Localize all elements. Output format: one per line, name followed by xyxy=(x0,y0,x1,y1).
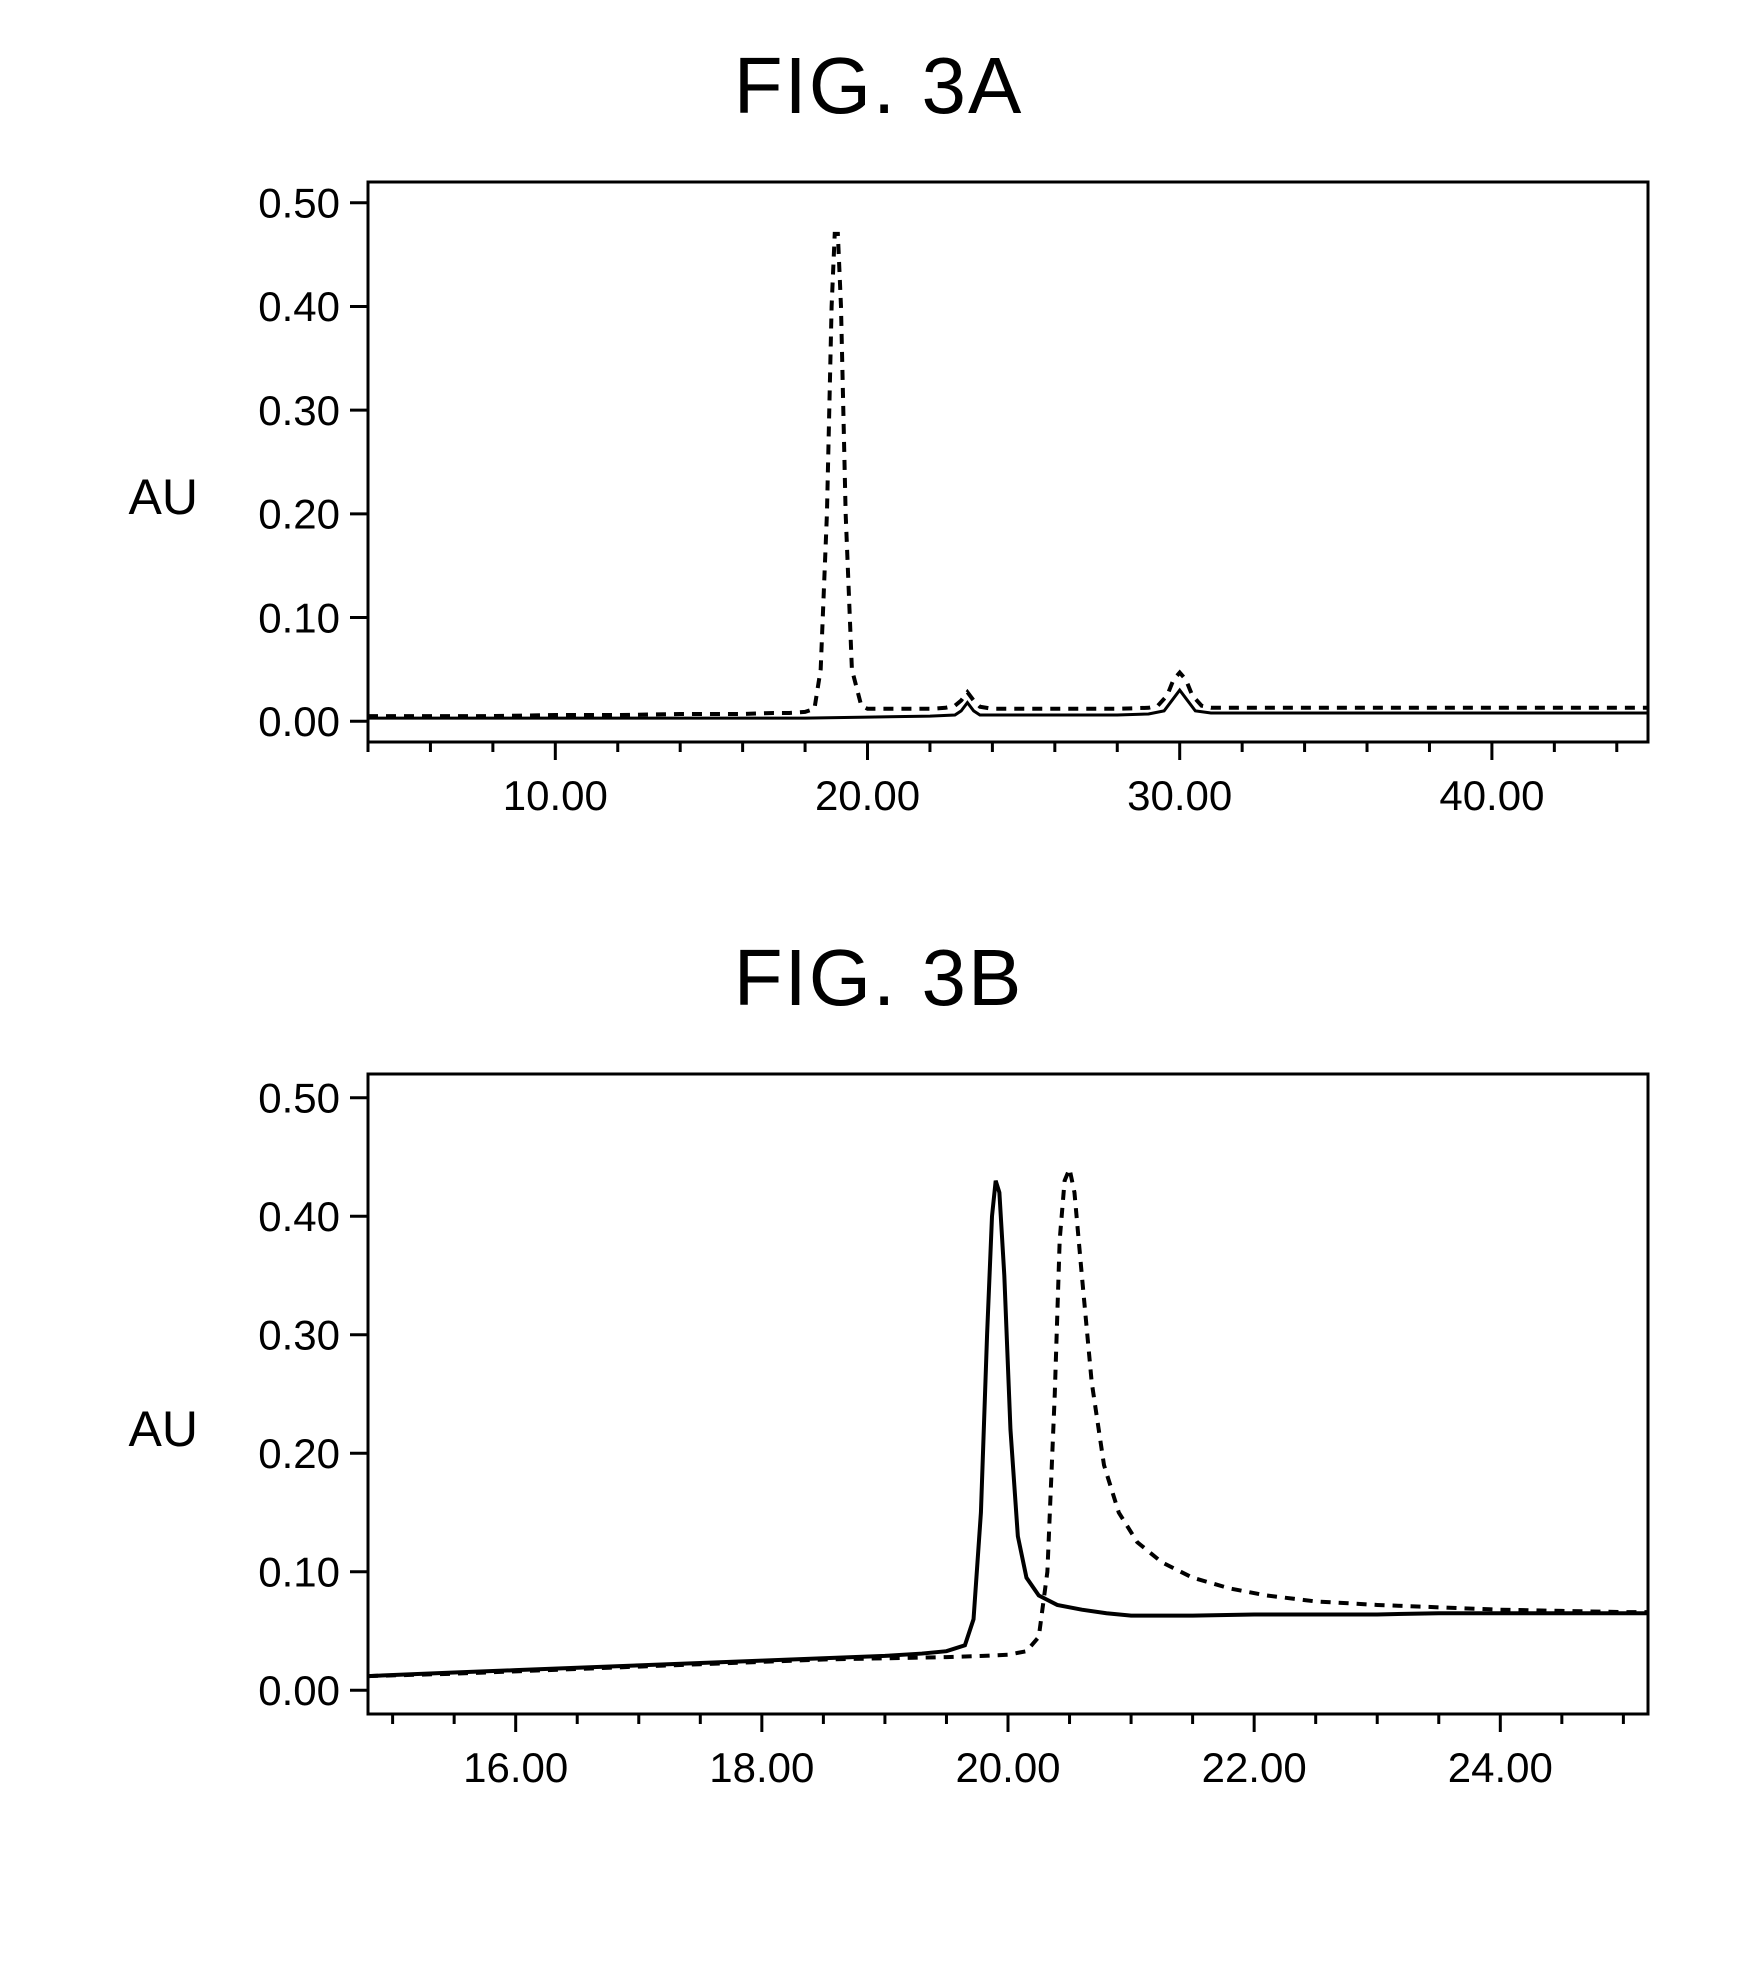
svg-text:10.00: 10.00 xyxy=(503,772,608,819)
svg-text:30.00: 30.00 xyxy=(1127,772,1232,819)
svg-text:0.30: 0.30 xyxy=(258,1311,340,1358)
svg-text:0.50: 0.50 xyxy=(258,179,340,226)
svg-text:0.00: 0.00 xyxy=(258,1667,340,1714)
svg-text:0.10: 0.10 xyxy=(258,1548,340,1595)
figure-3b-title: FIG. 3B xyxy=(129,932,1629,1024)
svg-text:40.00: 40.00 xyxy=(1439,772,1544,819)
figure-3b-ylabel: AU xyxy=(129,1400,198,1458)
svg-text:0.20: 0.20 xyxy=(258,491,340,538)
svg-text:0.30: 0.30 xyxy=(258,387,340,434)
svg-text:0.00: 0.00 xyxy=(258,698,340,745)
svg-text:0.50: 0.50 xyxy=(258,1074,340,1121)
figure-3a-title: FIG. 3A xyxy=(129,40,1629,132)
figure-3a-ylabel: AU xyxy=(129,468,198,526)
chart-svg: 0.00 0.10 0.20 0.30 0.40 0.50 10.00 20.00 30.00 4… xyxy=(208,162,1668,832)
svg-text:18.00: 18.00 xyxy=(709,1744,814,1791)
svg-text:0.10: 0.10 xyxy=(258,594,340,641)
svg-text:20.00: 20.00 xyxy=(815,772,920,819)
svg-text:0.20: 0.20 xyxy=(258,1430,340,1477)
figure-3a-chart: 0.00 0.10 0.20 0.30 0.40 0.50 10.00 20.00 30.00 4… xyxy=(208,162,1668,832)
figure-3a-row: AU 0.00 0.10 0.20 0.30 0.40 0.50 10.00 20.00 30.… xyxy=(129,162,1629,832)
figure-3b: FIG. 3B AU 0.00 0.10 0.20 0.30 0.40 0.50 16.00… xyxy=(129,932,1629,1804)
figure-3b-row: AU 0.00 0.10 0.20 0.30 0.40 0.50 16.00 18.00 20.… xyxy=(129,1054,1629,1804)
chart-svg: 0.00 0.10 0.20 0.30 0.40 0.50 16.00 18.00 20.00 2… xyxy=(208,1054,1668,1804)
svg-text:20.00: 20.00 xyxy=(955,1744,1060,1791)
svg-text:22.00: 22.00 xyxy=(1202,1744,1307,1791)
svg-text:16.00: 16.00 xyxy=(463,1744,568,1791)
figure-3a: FIG. 3A AU 0.00 0.10 0.20 0.30 0.40 0.50 10.00… xyxy=(129,40,1629,832)
svg-text:0.40: 0.40 xyxy=(258,283,340,330)
svg-text:24.00: 24.00 xyxy=(1448,1744,1553,1791)
figure-3b-chart: 0.00 0.10 0.20 0.30 0.40 0.50 16.00 18.00 20.00 2… xyxy=(208,1054,1668,1804)
svg-text:0.40: 0.40 xyxy=(258,1193,340,1240)
